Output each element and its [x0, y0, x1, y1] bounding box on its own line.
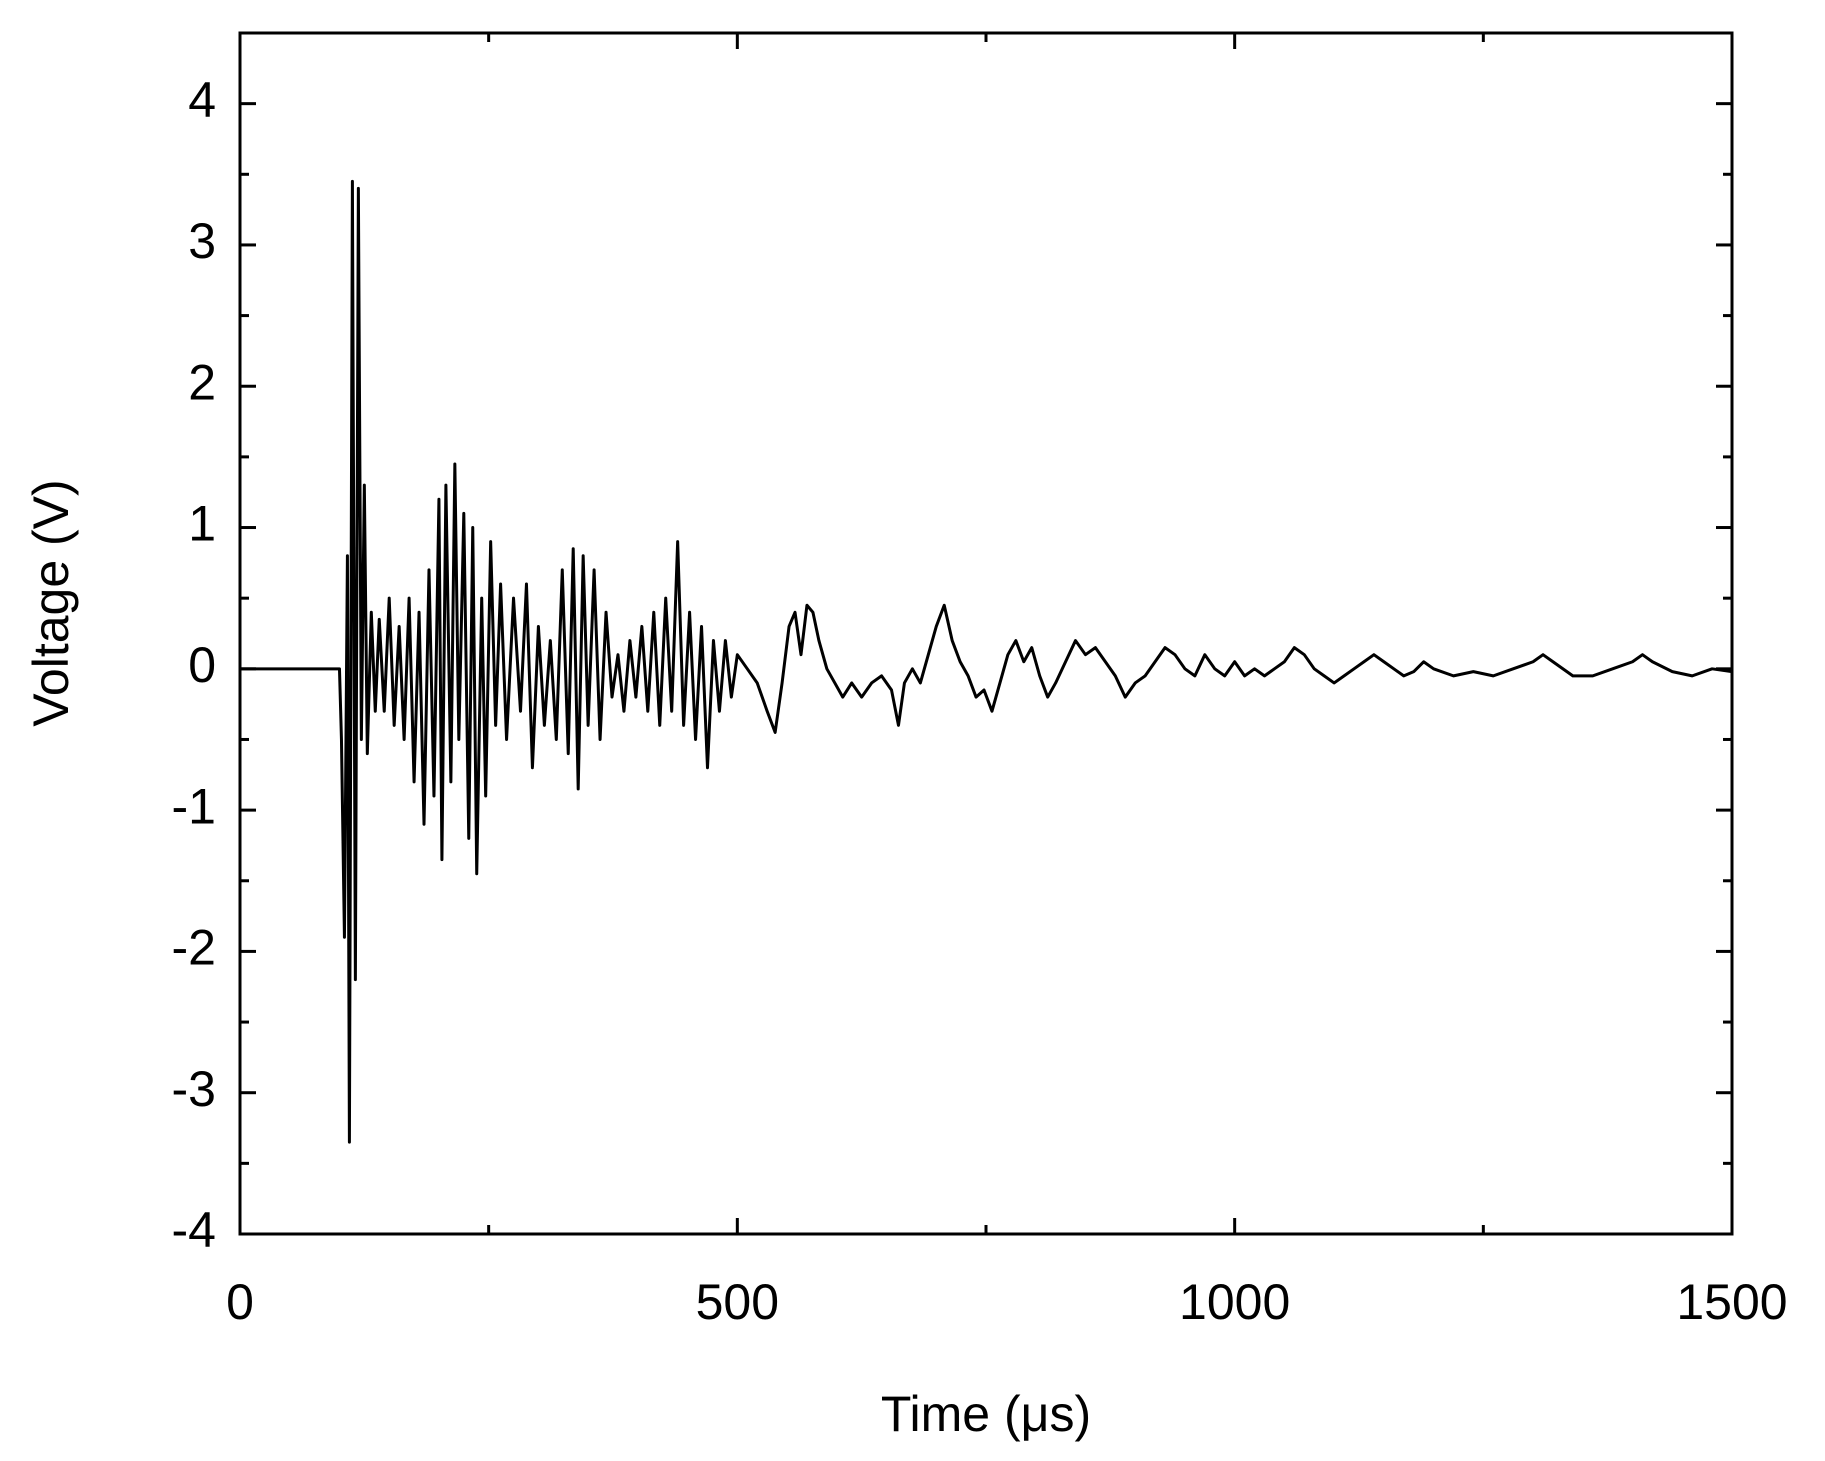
x-tick-label: 1500 [1676, 1274, 1787, 1330]
y-tick-label: 3 [188, 213, 216, 269]
y-tick-label: 4 [188, 72, 216, 128]
y-axis-title: Voltage (V) [23, 479, 79, 726]
y-tick-label: 0 [188, 637, 216, 693]
y-tick-label: 2 [188, 354, 216, 410]
x-tick-label: 0 [226, 1274, 254, 1330]
x-tick-label: 1000 [1179, 1274, 1290, 1330]
y-tick-label: -2 [172, 920, 216, 976]
y-tick-label: -4 [172, 1202, 216, 1258]
x-tick-label: 500 [696, 1274, 779, 1330]
plot-frame [238, 31, 1734, 1236]
y-tick-label: 1 [188, 496, 216, 552]
y-tick-label: -3 [172, 1061, 216, 1117]
y-tick-label: -1 [172, 778, 216, 834]
x-axis-title: Time (μs) [881, 1386, 1091, 1442]
signal-line [240, 179, 1733, 1144]
